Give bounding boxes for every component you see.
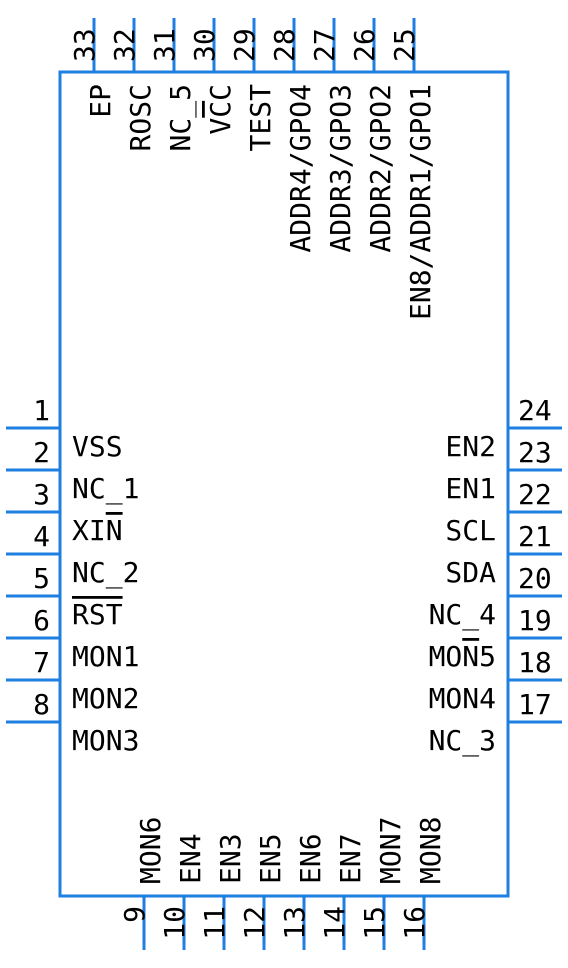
pin-number-8: 8: [33, 688, 50, 721]
pin-number-21: 21: [518, 520, 552, 553]
pin-number-30: 30: [188, 28, 221, 62]
pin-number-6: 6: [33, 604, 50, 637]
pin-number-17: 17: [518, 688, 552, 721]
pin-label-24: EN2: [445, 430, 496, 463]
pin-label-12: EN5: [254, 833, 287, 884]
pin-number-1: 1: [33, 394, 50, 427]
pin-label-5: RST: [72, 598, 123, 631]
pin-label-30: VCC: [204, 84, 237, 135]
pin-number-29: 29: [228, 28, 261, 62]
pin-number-28: 28: [268, 28, 301, 62]
pin-label-23: EN1: [445, 472, 496, 505]
pin-label-20: NC_4: [429, 598, 496, 632]
pin-label-15: MON7: [374, 817, 407, 884]
pin-number-5: 5: [33, 562, 50, 595]
pin-label-3: XIN: [72, 514, 123, 547]
pin-label-11: EN3: [214, 833, 247, 884]
pin-label-1: VSS: [72, 430, 123, 463]
pin-label-26: ADDR2/GPO2: [364, 84, 397, 253]
pin-label-10: EN4: [174, 833, 207, 884]
pin-label-18: MON4: [429, 682, 496, 715]
pin-number-15: 15: [358, 906, 391, 940]
pin-number-14: 14: [318, 906, 351, 940]
pin-number-2: 2: [33, 436, 50, 469]
pin-number-25: 25: [388, 28, 421, 62]
pin-number-20: 20: [518, 562, 552, 595]
pin-number-11: 11: [198, 906, 231, 940]
pin-label-9: MON6: [134, 817, 167, 884]
pin-number-10: 10: [158, 906, 191, 940]
pin-label-33: EP: [84, 84, 117, 118]
pin-label-32: ROSC: [124, 84, 157, 151]
pin-label-25: EN8/ADDR1/GPO1: [404, 84, 437, 320]
pin-number-4: 4: [33, 520, 50, 553]
pin-number-19: 19: [518, 604, 552, 637]
pin-number-12: 12: [238, 906, 271, 940]
pin-number-24: 24: [518, 394, 552, 427]
pin-label-8: MON3: [72, 724, 139, 757]
pin-number-27: 27: [308, 28, 341, 62]
pin-label-19: MON5: [429, 640, 496, 673]
pin-number-3: 3: [33, 478, 50, 511]
pin-number-16: 16: [398, 906, 431, 940]
pin-label-31: NC_5: [164, 84, 198, 151]
pin-number-22: 22: [518, 478, 552, 511]
pin-number-9: 9: [118, 906, 151, 923]
pin-number-26: 26: [348, 28, 381, 62]
pin-number-7: 7: [33, 646, 50, 679]
pin-number-33: 33: [68, 28, 101, 62]
pin-number-31: 31: [148, 28, 181, 62]
pin-label-28: ADDR4/GPO4: [284, 84, 317, 253]
pin-label-14: EN7: [334, 833, 367, 884]
pin-label-29: TEST: [244, 84, 277, 152]
pin-number-13: 13: [278, 906, 311, 940]
pin-number-23: 23: [518, 436, 552, 469]
pin-number-18: 18: [518, 646, 552, 679]
pin-label-7: MON2: [72, 682, 139, 715]
pin-label-2: NC_1: [72, 472, 139, 506]
pin-label-13: EN6: [294, 833, 327, 884]
pin-label-4: NC_2: [72, 556, 139, 590]
pin-number-32: 32: [108, 28, 141, 62]
pin-label-27: ADDR3/GPO3: [324, 84, 357, 253]
pin-1: 1 VSS: [6, 394, 123, 463]
pin-label-22: SCL: [445, 514, 496, 547]
pin-label-6: MON1: [72, 640, 139, 673]
pin-label-17: NC_3: [429, 724, 496, 758]
pin-label-21: SDA: [445, 556, 496, 589]
pin-label-16: MON8: [414, 817, 447, 884]
